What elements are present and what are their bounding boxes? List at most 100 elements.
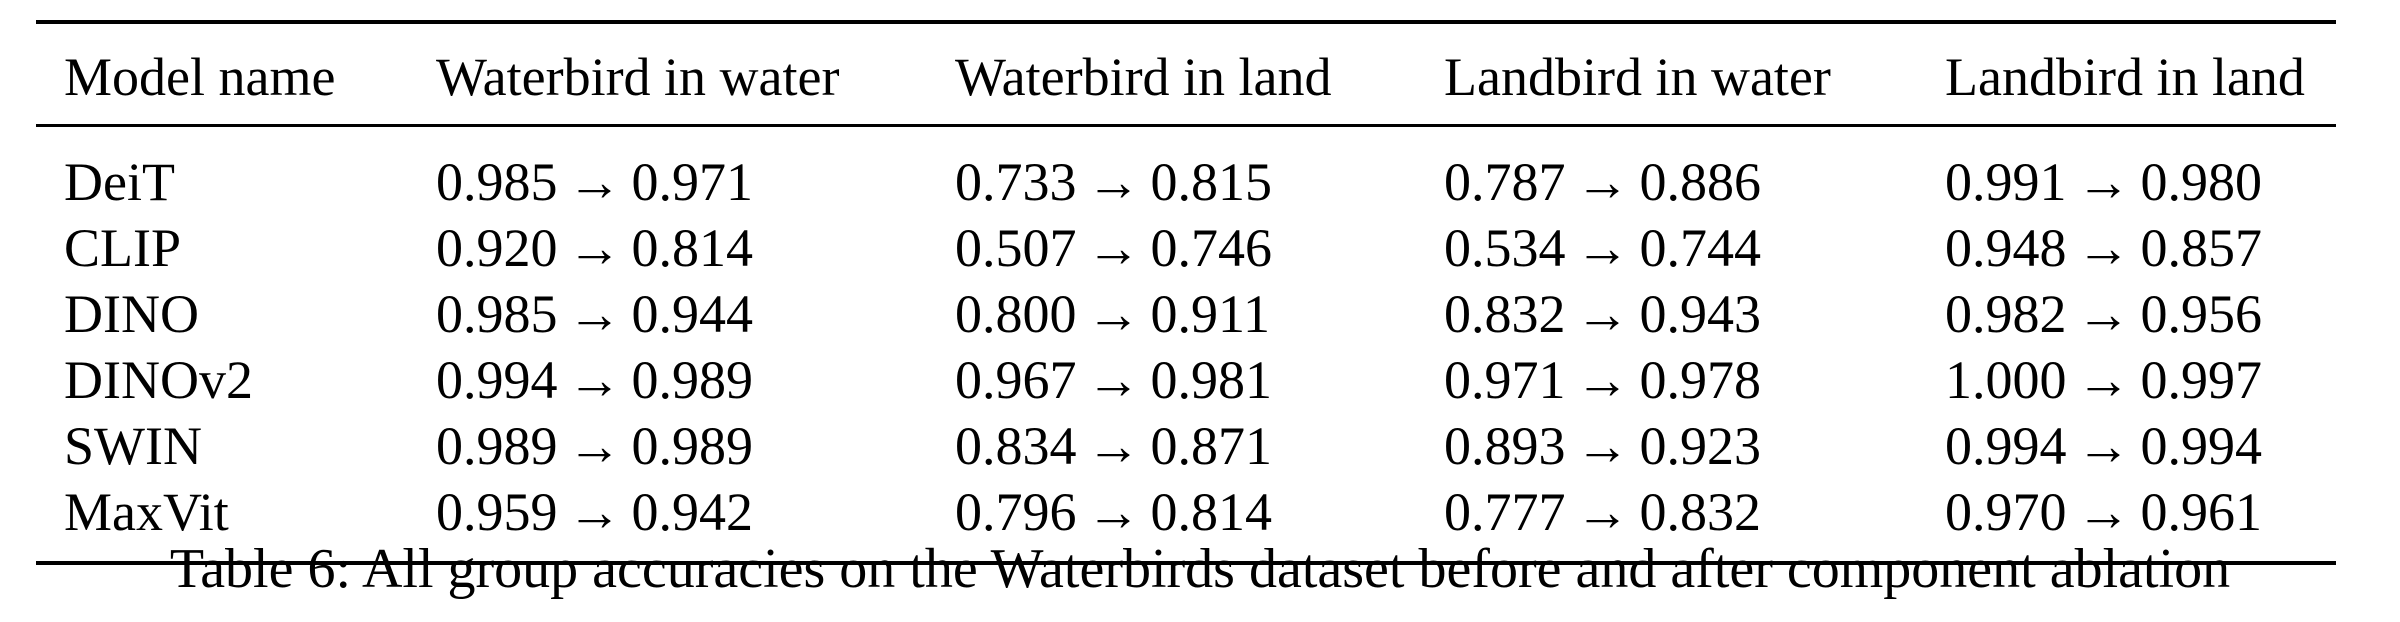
accuracy-after: 0.997 [2140, 350, 2263, 410]
right-arrow-icon: → [1575, 152, 1630, 212]
accuracy-before: 0.971 [1444, 350, 1566, 410]
accuracy-cell: 0.985 → 0.971 [408, 126, 927, 216]
right-arrow-icon: → [567, 416, 622, 476]
accuracy-after: 0.971 [631, 152, 754, 212]
accuracy-cell: 0.948 → 0.857 [1917, 215, 2336, 281]
accuracy-after: 0.871 [1150, 416, 1273, 476]
accuracy-cell: 0.534 → 0.744 [1416, 215, 1917, 281]
accuracy-cell: 0.777 → 0.832 [1416, 479, 1917, 563]
accuracy-before: 0.920 [436, 218, 558, 278]
accuracy-before: 0.959 [436, 482, 558, 542]
accuracy-cell: 0.796 → 0.814 [927, 479, 1416, 563]
accuracy-cell: 0.733 → 0.815 [927, 126, 1416, 216]
table-row: DINOv2 0.994 → 0.989 0.967 → 0.981 0.971 → 0.978 1… [36, 347, 2336, 413]
model-name-cell: DeiT [64, 152, 175, 212]
accuracy-after: 0.923 [1639, 416, 1762, 476]
accuracy-cell: 0.834 → 0.871 [927, 413, 1416, 479]
accuracy-after: 0.746 [1150, 218, 1273, 278]
accuracy-cell: 1.000 → 0.997 [1917, 347, 2336, 413]
header-waterbird-in-land: Waterbird in land [955, 47, 1332, 107]
accuracy-cell: 0.832 → 0.943 [1416, 281, 1917, 347]
accuracy-before: 0.991 [1945, 152, 2067, 212]
header-waterbird-in-water: Waterbird in water [436, 47, 840, 107]
accuracy-cell: 0.967 → 0.981 [927, 347, 1416, 413]
accuracy-after: 0.944 [631, 284, 754, 344]
accuracy-cell: 0.893 → 0.923 [1416, 413, 1917, 479]
accuracy-after: 0.911 [1150, 284, 1271, 344]
accuracy-before: 0.994 [436, 350, 558, 410]
header-landbird-in-water: Landbird in water [1444, 47, 1831, 107]
right-arrow-icon: → [1575, 218, 1630, 278]
right-arrow-icon: → [567, 350, 622, 410]
accuracy-after: 0.978 [1639, 350, 1762, 410]
model-name-cell: DINOv2 [64, 350, 253, 410]
right-arrow-icon: → [2076, 218, 2131, 278]
accuracy-before: 0.948 [1945, 218, 2067, 278]
right-arrow-icon: → [1086, 284, 1141, 344]
accuracy-after: 0.886 [1639, 152, 1762, 212]
table-row: CLIP 0.920 → 0.814 0.507 → 0.746 0.534 → 0.744 0.9… [36, 215, 2336, 281]
right-arrow-icon: → [2076, 152, 2131, 212]
accuracy-before: 0.834 [955, 416, 1077, 476]
table-header: Model name Waterbird in water Waterbird … [36, 22, 2336, 126]
accuracy-before: 0.796 [955, 482, 1077, 542]
accuracy-after: 0.943 [1639, 284, 1762, 344]
accuracy-cell: 0.970 → 0.961 [1917, 479, 2336, 563]
accuracy-after: 0.815 [1150, 152, 1273, 212]
right-arrow-icon: → [1086, 350, 1141, 410]
accuracy-after: 0.832 [1639, 482, 1762, 542]
right-arrow-icon: → [1575, 482, 1630, 542]
accuracy-after: 0.994 [2140, 416, 2263, 476]
right-arrow-icon: → [1086, 416, 1141, 476]
right-arrow-icon: → [567, 152, 622, 212]
accuracy-after: 0.814 [1150, 482, 1273, 542]
results-table: Model name Waterbird in water Waterbird … [36, 20, 2336, 565]
accuracy-before: 0.967 [955, 350, 1077, 410]
accuracy-cell: 0.800 → 0.911 [927, 281, 1416, 347]
right-arrow-icon: → [567, 284, 622, 344]
right-arrow-icon: → [1575, 416, 1630, 476]
accuracy-after: 0.981 [1150, 350, 1273, 410]
accuracy-cell: 0.787 → 0.886 [1416, 126, 1917, 216]
table-row: DeiT 0.985 → 0.971 0.733 → 0.815 0.787 → 0.886 0.9… [36, 126, 2336, 216]
accuracy-before: 1.000 [1945, 350, 2067, 410]
right-arrow-icon: → [2076, 482, 2131, 542]
accuracy-before: 0.985 [436, 152, 558, 212]
accuracy-before: 0.893 [1444, 416, 1566, 476]
accuracy-after: 0.857 [2140, 218, 2263, 278]
accuracy-before: 0.832 [1444, 284, 1566, 344]
accuracy-cell: 0.507 → 0.746 [927, 215, 1416, 281]
accuracy-before: 0.994 [1945, 416, 2067, 476]
accuracy-before: 0.733 [955, 152, 1077, 212]
accuracy-cell: 0.991 → 0.980 [1917, 126, 2336, 216]
accuracy-before: 0.534 [1444, 218, 1566, 278]
right-arrow-icon: → [1086, 218, 1141, 278]
accuracy-cell: 0.994 → 0.989 [408, 347, 927, 413]
accuracy-cell: 0.982 → 0.956 [1917, 281, 2336, 347]
header-model-name: Model name [64, 47, 336, 107]
table-row: MaxVit 0.959 → 0.942 0.796 → 0.814 0.777 → 0.832 0… [36, 479, 2336, 563]
right-arrow-icon: → [567, 218, 622, 278]
right-arrow-icon: → [1575, 284, 1630, 344]
accuracy-cell: 0.959 → 0.942 [408, 479, 927, 563]
model-name-cell: MaxVit [64, 482, 229, 542]
accuracy-before: 0.777 [1444, 482, 1566, 542]
table-row: SWIN 0.989 → 0.989 0.834 → 0.871 0.893 → 0.923 0.9… [36, 413, 2336, 479]
accuracy-cell: 0.989 → 0.989 [408, 413, 927, 479]
accuracy-cell: 0.985 → 0.944 [408, 281, 927, 347]
accuracy-after: 0.942 [631, 482, 754, 542]
accuracy-cell: 0.994 → 0.994 [1917, 413, 2336, 479]
right-arrow-icon: → [2076, 284, 2131, 344]
accuracy-before: 0.970 [1945, 482, 2067, 542]
model-name-cell: CLIP [64, 218, 182, 278]
accuracy-cell: 0.920 → 0.814 [408, 215, 927, 281]
right-arrow-icon: → [1575, 350, 1630, 410]
accuracy-before: 0.507 [955, 218, 1077, 278]
accuracy-before: 0.800 [955, 284, 1077, 344]
right-arrow-icon: → [1086, 152, 1141, 212]
accuracy-after: 0.956 [2140, 284, 2263, 344]
accuracy-before: 0.985 [436, 284, 558, 344]
header-row: Model name Waterbird in water Waterbird … [36, 22, 2336, 126]
model-name-cell: SWIN [64, 416, 202, 476]
